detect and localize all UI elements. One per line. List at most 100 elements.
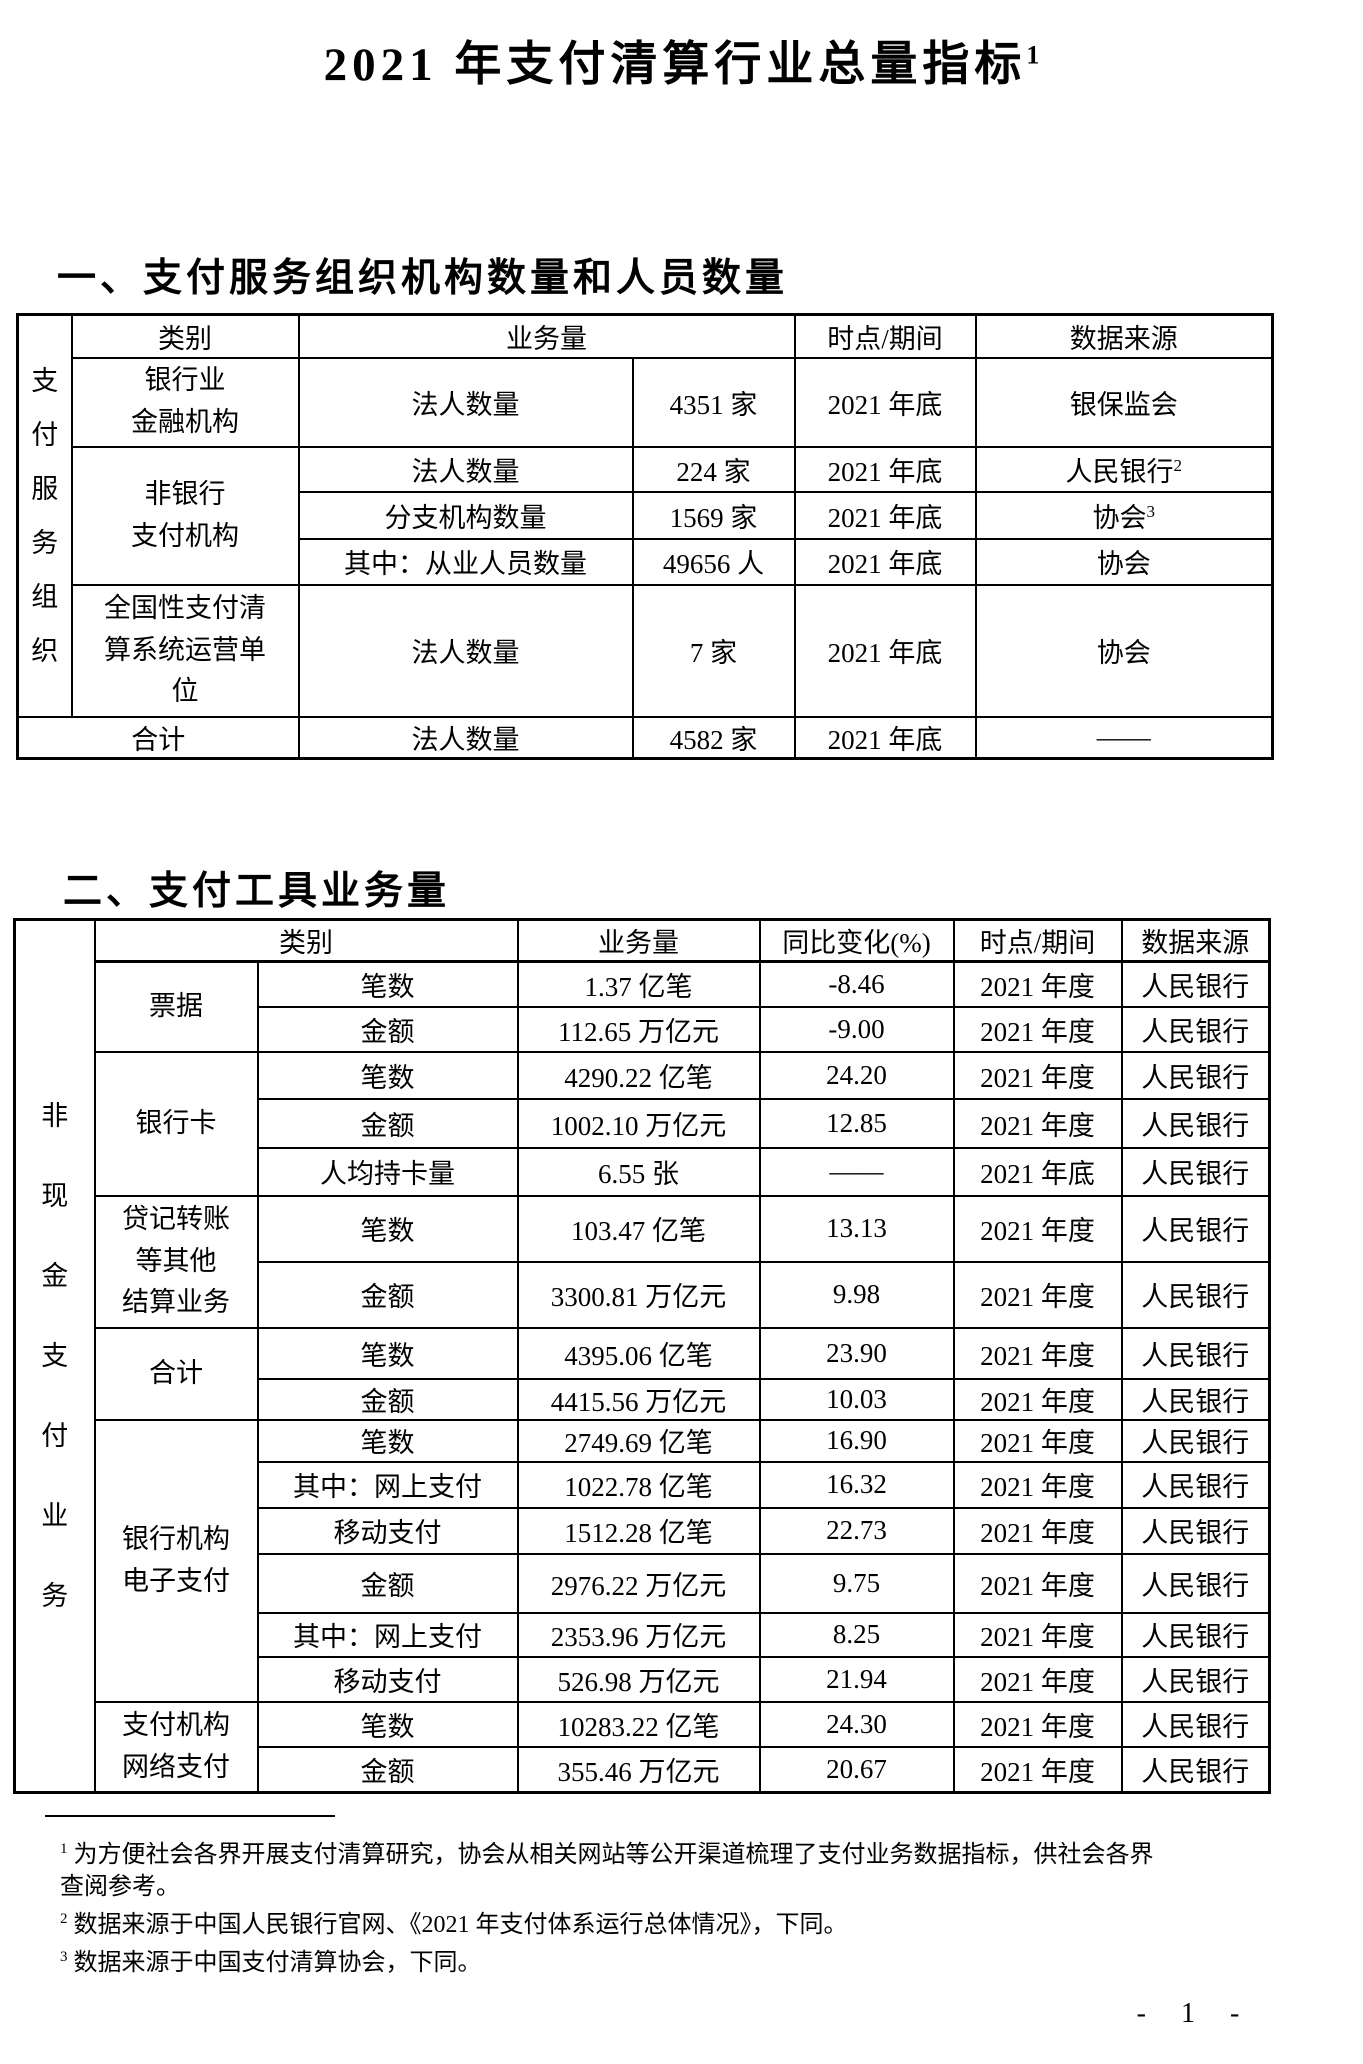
cell-source: 协会: [974, 537, 1274, 586]
table-row: 银行卡 笔数 4290.22 亿笔 24.20 2021 年度 人民银行: [15, 1050, 1271, 1197]
table-row: 其中：网上支付 1022.78 亿笔 16.32 2021 年度 人民银行: [15, 1460, 1271, 1509]
cell-value: 4395.06 亿笔: [516, 1326, 761, 1380]
cell-source: 协会: [974, 583, 1274, 718]
cell-source: 协会3: [974, 490, 1274, 540]
cell-side-label: 支付服务组织: [16, 313, 73, 718]
cell-sub: 笔数: [256, 1700, 519, 1748]
cell-value: 103.47 亿笔: [516, 1194, 761, 1263]
cell-header-yoy: 同比变化(%): [758, 918, 955, 963]
cell-header-volume: 业务量: [297, 313, 796, 359]
footnote-1-line-1: 1 为方便社会各界开展支付清算研究，协会从相关网站等公开渠道梳理了支付业务数据指标…: [60, 1841, 1154, 1868]
cell-period: 2021 年底: [793, 715, 977, 760]
table-row: 合计 笔数 4395.06 亿笔 23.90 2021 年度 人民银行: [15, 1326, 1271, 1421]
cell-source: 人民银行2: [974, 445, 1274, 493]
table-row: 金额 1002.10 万亿元 12.85 2021 年度 人民银行: [15, 1097, 1271, 1149]
cell-side-label: 非现金支付业务: [13, 918, 96, 1794]
cell-group: 票据: [93, 960, 259, 1053]
cell-yoy: 20.67: [758, 1745, 955, 1794]
cell-value: 7 家: [631, 583, 796, 718]
section-1-heading: 一、支付服务组织机构数量和人员数量: [57, 257, 789, 300]
table-row: 非现金支付业务 类别 业务量 同比变化(%) 时点/期间 数据来源: [13, 918, 1271, 1794]
table-row: 银行业 金融机构 法人数量 4351 家 2021 年底 银保监会: [18, 356, 1274, 448]
cell-value: 1022.78 亿笔: [516, 1460, 761, 1509]
cell-yoy: -8.46: [758, 960, 955, 1008]
cell-sub: 人均持卡量: [256, 1146, 519, 1197]
cell-value: 1002.10 万亿元: [516, 1097, 761, 1149]
footnotes: 1 为方便社会各界开展支付清算研究，协会从相关网站等公开渠道梳理了支付业务数据指标…: [60, 1833, 1250, 1979]
cell-sub: 笔数: [256, 1194, 519, 1263]
document-title: 2021 年支付清算行业总量指标1: [0, 39, 1363, 92]
cell-yoy: 21.94: [758, 1655, 955, 1703]
table-row: 非银行 支付机构 法人数量 224 家 2021 年底 人民银行2: [18, 445, 1274, 586]
cell-yoy: 10.03: [758, 1377, 955, 1421]
cell-period: 2021 年度: [952, 1552, 1123, 1614]
cell-source: 人民银行: [1120, 1146, 1271, 1197]
table-row: 银行机构 电子支付 笔数 2749.69 亿笔 16.90 2021 年度 人民…: [15, 1418, 1271, 1703]
cell-period: 2021 年底: [793, 445, 977, 493]
table-row: 其中：网上支付 2353.96 万亿元 8.25 2021 年度 人民银行: [15, 1611, 1271, 1658]
cell-yoy: -9.00: [758, 1005, 955, 1053]
cell-category: 银行业 金融机构: [70, 356, 300, 448]
cell-source: 人民银行: [1120, 1377, 1271, 1421]
cell-header-source: 数据来源: [1120, 918, 1271, 963]
cell-sub: 移动支付: [256, 1506, 519, 1555]
table-row: 合计 法人数量 4582 家 2021 年底 ——: [16, 715, 1274, 760]
table-row: 金额 3300.81 万亿元 9.98 2021 年度 人民银行: [15, 1260, 1271, 1329]
cell-header-source: 数据来源: [974, 313, 1274, 359]
table-row: 贷记转账 等其他 结算业务 笔数 103.47 亿笔 13.13 2021 年度…: [15, 1194, 1271, 1329]
cell-period: 2021 年底: [793, 356, 977, 448]
cell-yoy: 24.30: [758, 1700, 955, 1748]
cell-period: 2021 年底: [793, 583, 977, 718]
cell-value: 1.37 亿笔: [516, 960, 761, 1008]
cell-value: 4290.22 亿笔: [516, 1050, 761, 1100]
cell-yoy: 9.75: [758, 1552, 955, 1614]
cell-period: 2021 年底: [793, 537, 977, 586]
cell-source: 银保监会: [974, 356, 1274, 448]
side-label-vertical-text: 非现金支付业务: [41, 1101, 69, 1611]
table-row: 金额 112.65 万亿元 -9.00 2021 年度 人民银行: [15, 1005, 1271, 1053]
cell-value: 1512.28 亿笔: [516, 1506, 761, 1555]
table-row: 支付服务组织 类别 业务量 时点/期间 数据来源: [16, 313, 1274, 718]
table-row: 支付机构 网络支付 笔数 10283.22 亿笔 24.30 2021 年度 人…: [15, 1700, 1271, 1794]
cell-value: 2353.96 万亿元: [516, 1611, 761, 1658]
table-row: 其中：从业人员数量 49656 人 2021 年底 协会: [18, 537, 1274, 586]
table-row: 分支机构数量 1569 家 2021 年底 协会3: [18, 490, 1274, 540]
cell-sub: 笔数: [256, 1418, 519, 1463]
cell-yoy: 24.20: [758, 1050, 955, 1100]
side-label-vertical-text: 支付服务组织: [31, 365, 59, 666]
cell-source: 人民银行: [1120, 960, 1271, 1008]
cell-sub: 金额: [256, 1377, 519, 1421]
cell-period: 2021 年底: [952, 1146, 1123, 1197]
cell-value: 112.65 万亿元: [516, 1005, 761, 1053]
cell-sub: 金额: [256, 1745, 519, 1794]
cell-period: 2021 年度: [952, 1611, 1123, 1658]
cell-yoy: 16.32: [758, 1460, 955, 1509]
cell-value: 10283.22 亿笔: [516, 1700, 761, 1748]
cell-source: 人民银行: [1120, 1700, 1271, 1748]
footnote-1-marker: 1: [60, 1841, 68, 1857]
cell-period: 2021 年度: [952, 1194, 1123, 1263]
cell-sub: 移动支付: [256, 1655, 519, 1703]
table-row: 全国性支付清 算系统运营单 位 法人数量 7 家 2021 年底 协会: [18, 583, 1274, 718]
document-title-text: 2021 年支付清算行业总量指标: [323, 39, 1027, 91]
cell-category: 全国性支付清 算系统运营单 位: [70, 583, 300, 718]
cell-value: 3300.81 万亿元: [516, 1260, 761, 1329]
cell-sub: 其中：网上支付: [256, 1460, 519, 1509]
cell-period: 2021 年度: [952, 1460, 1123, 1509]
footnote-2-marker: 2: [60, 1911, 68, 1927]
cell-yoy: 12.85: [758, 1097, 955, 1149]
table-row: 金额 4415.56 万亿元 10.03 2021 年度 人民银行: [15, 1377, 1271, 1421]
cell-header-category: 类别: [70, 313, 300, 359]
cell-period: 2021 年度: [952, 1506, 1123, 1555]
table-row: 移动支付 526.98 万亿元 21.94 2021 年度 人民银行: [15, 1655, 1271, 1703]
footnote-ref: 3: [1146, 501, 1156, 521]
cell-group: 支付机构 网络支付: [93, 1700, 259, 1794]
cell-category: 非银行 支付机构: [70, 445, 300, 586]
cell-sub: 金额: [256, 1260, 519, 1329]
cell-item: 其中：从业人员数量: [297, 537, 634, 586]
cell-value: 2749.69 亿笔: [516, 1418, 761, 1463]
page-number: - 1 -: [1136, 1998, 1254, 2029]
cell-value: 4415.56 万亿元: [516, 1377, 761, 1421]
cell-yoy: 9.98: [758, 1260, 955, 1329]
cell-period: 2021 年度: [952, 1326, 1123, 1380]
